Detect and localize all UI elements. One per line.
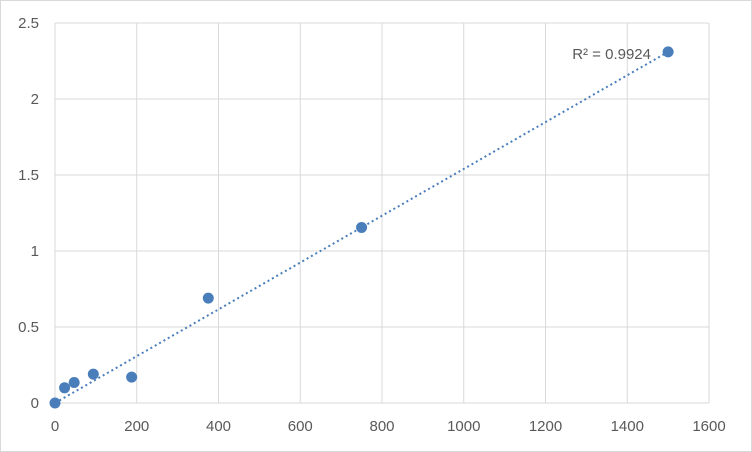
y-axis-tick-labels: 0 0.5 1 1.5 2 2.5 (18, 15, 39, 412)
y-tick-label: 1 (31, 243, 39, 260)
x-tick-label: 200 (124, 418, 149, 435)
data-point (49, 397, 61, 409)
gridlines (54, 22, 710, 404)
y-tick-label: 0.5 (18, 319, 39, 336)
x-tick-label: 1000 (447, 418, 480, 435)
r-squared-label: R² = 0.9924 (572, 46, 651, 63)
x-tick-label: 800 (369, 418, 394, 435)
data-point (126, 371, 138, 383)
x-tick-label: 600 (288, 418, 313, 435)
data-point (68, 376, 80, 388)
data-point (87, 368, 99, 380)
y-tick-label: 0 (31, 395, 39, 412)
data-point (59, 382, 71, 394)
y-tick-label: 1.5 (18, 167, 39, 184)
x-tick-label: 1200 (529, 418, 562, 435)
x-tick-label: 1400 (611, 418, 644, 435)
data-points (49, 46, 674, 409)
y-tick-label: 2 (31, 91, 39, 108)
data-point (356, 221, 368, 233)
data-point (662, 46, 674, 58)
x-tick-label: 1600 (692, 418, 725, 435)
x-tick-label: 0 (51, 418, 59, 435)
y-tick-label: 2.5 (18, 15, 39, 32)
data-point (202, 292, 214, 304)
x-tick-label: 400 (206, 418, 231, 435)
x-axis-tick-labels: 0 200 400 600 800 1000 1200 1400 1600 (51, 418, 726, 435)
